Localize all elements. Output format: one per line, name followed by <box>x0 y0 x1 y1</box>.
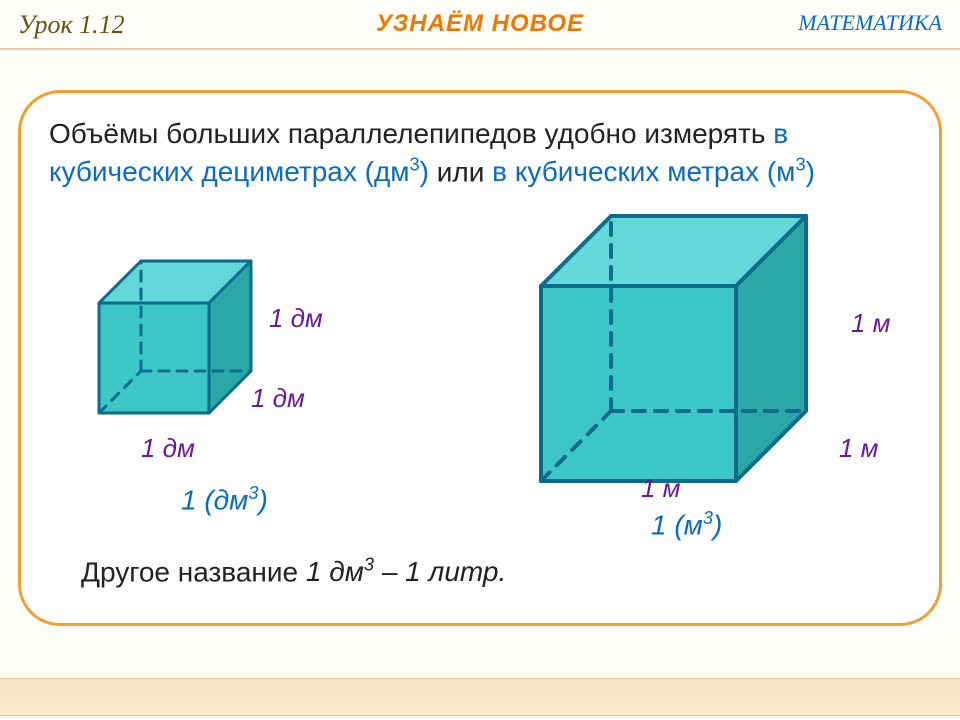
slide: Урок 1.12 УЗНАЁМ НОВОЕ МАТЕМАТИКА Объёмы… <box>0 0 960 720</box>
cube-large-label-height: 1 м <box>851 308 891 339</box>
cube-small-label-depth: 1 дм <box>251 383 305 414</box>
cube-small <box>79 243 279 433</box>
main-text-hl2: в кубических метрах (м3) <box>492 156 815 187</box>
subject-label: МАТЕМАТИКА <box>798 10 942 36</box>
top-bar: Урок 1.12 УЗНАЁМ НОВОЕ МАТЕМАТИКА <box>0 0 960 50</box>
cube-small-volume: 1 (дм3) <box>181 483 268 516</box>
cube-large-label-width: 1 м <box>641 473 681 504</box>
main-text-mid: или <box>429 156 492 187</box>
footnote: Другое название 1 дм3 – 1 литр. <box>81 553 506 591</box>
main-text-pre: Объёмы больших параллелепипедов удобно и… <box>49 118 773 149</box>
footer-bar <box>0 678 960 716</box>
cube-large <box>521 198 841 488</box>
cube-large-volume: 1 (м3) <box>651 508 722 541</box>
cube-small-label-width: 1 дм <box>141 433 195 464</box>
cube-small-label-height: 1 дм <box>269 303 323 334</box>
content-panel: Объёмы больших параллелепипедов удобно и… <box>18 90 942 626</box>
cube-large-label-depth: 1 м <box>839 433 879 464</box>
main-text: Объёмы больших параллелепипедов удобно и… <box>49 115 919 191</box>
footnote-unit: 1 дм3 – 1 литр. <box>306 556 506 587</box>
